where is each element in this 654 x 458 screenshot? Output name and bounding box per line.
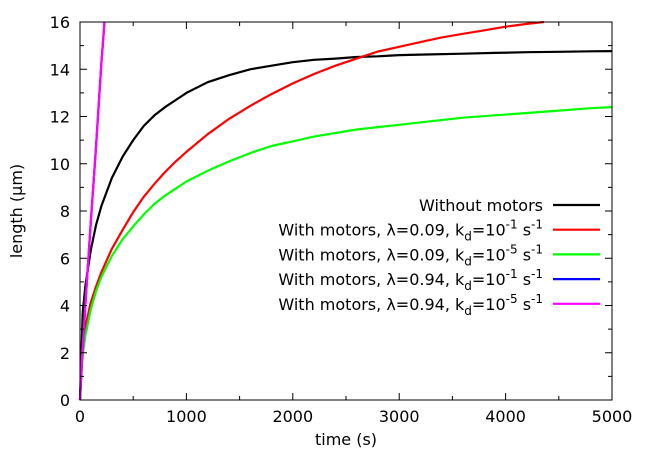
legend-text-part: With motors, [278, 295, 386, 314]
y-tick-label: 2 [60, 344, 70, 363]
legend-text-part: d [464, 279, 472, 293]
y-tick-label: 4 [60, 297, 70, 316]
axes-layer: 0 1000 2000 3000 4000 5000 0 2 4 6 8 10 12 14 16 [50, 13, 633, 426]
y-tick-label: 14 [50, 60, 70, 79]
legend-text-part: =10 [472, 295, 506, 314]
x-tick-label: 5000 [592, 407, 633, 426]
legend-label: With motors, λ=0.09, kd=10-1 s-1 [278, 218, 543, 244]
legend-text-part: d [464, 230, 472, 244]
legend-text-part: Without motors [419, 196, 543, 215]
legend-text-part: λ=0.94, k [386, 295, 465, 314]
x-axis-title: time (s) [315, 430, 377, 449]
legend-label: With motors, λ=0.94, kd=10-5 s-1 [278, 292, 543, 318]
x-tick-label: 2000 [272, 407, 313, 426]
x-tick-label: 1000 [166, 407, 207, 426]
legend-label: With motors, λ=0.09, kd=10-5 s-1 [278, 242, 543, 268]
legend-text-part: -1 [531, 292, 543, 306]
y-tick-label: 6 [60, 249, 70, 268]
legend-unit: s [518, 221, 531, 240]
legend-text-part: =10 [472, 221, 506, 240]
legend-text-part: λ=0.09, k [386, 221, 465, 240]
legend-unit: s [518, 295, 531, 314]
y-tick-label: 10 [50, 155, 70, 174]
legend-text-part: d [464, 304, 472, 318]
legend-label: With motors, λ=0.94, kd=10-1 s-1 [278, 267, 543, 293]
legend-text-part: λ=0.09, k [386, 245, 465, 264]
y-axis-title: length (µm) [7, 164, 26, 258]
legend-text-part: -1 [531, 218, 543, 232]
legend-text-part: With motors, [278, 245, 386, 264]
legend-unit: s [518, 245, 531, 264]
series-line-3 [78, 106, 613, 401]
legend-text-part: -1 [531, 242, 543, 256]
legend-text-part: -1 [506, 218, 518, 232]
legend-text-part: With motors, [278, 270, 386, 289]
legend-text-part: d [464, 254, 472, 268]
y-tick-label: 16 [50, 13, 70, 32]
legend-label: Without motors [419, 196, 543, 215]
legend-text-part: =10 [472, 270, 506, 289]
x-tick-label: 0 [75, 407, 85, 426]
series-line-5 [78, 21, 106, 401]
series-layer [78, 20, 613, 401]
y-tick-label: 0 [60, 391, 70, 410]
legend-unit: s [518, 270, 531, 289]
y-tick-label: 8 [60, 202, 70, 221]
legend-text-part: -1 [531, 267, 543, 281]
x-tick-label: 4000 [485, 407, 526, 426]
y-tick-label: 12 [50, 108, 70, 127]
legend-text-part: With motors, [278, 221, 386, 240]
series-line-2 [78, 20, 545, 401]
legend-text-part: -5 [506, 242, 518, 256]
legend-text-part: -1 [506, 267, 518, 281]
legend-text-part: -5 [506, 292, 518, 306]
series-line-1 [78, 50, 613, 401]
legend-text-part: λ=0.94, k [386, 270, 465, 289]
x-tick-label: 3000 [379, 407, 420, 426]
legend-text-part: =10 [472, 245, 506, 264]
